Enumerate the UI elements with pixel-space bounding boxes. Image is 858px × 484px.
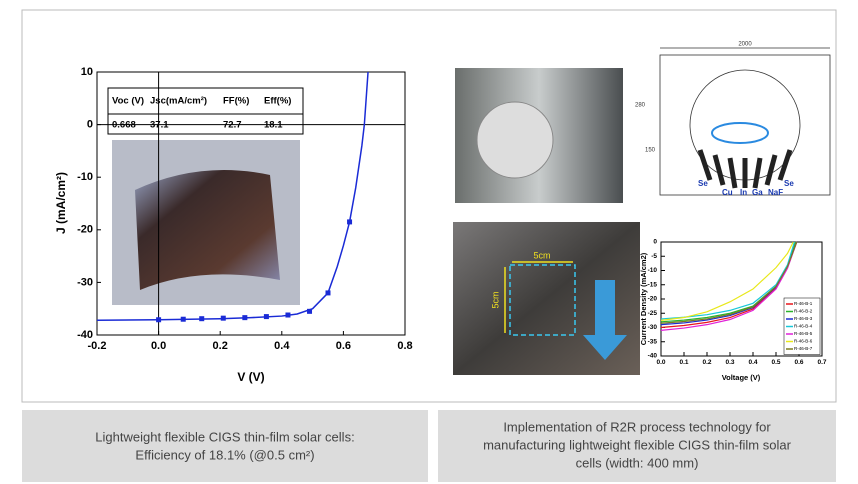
photo-machine-door: [477, 102, 553, 178]
table-cell: 18.1: [264, 120, 283, 131]
photo-cell-sample: [135, 170, 280, 290]
caption: Efficiency of 18.1% (@0.5 cm²): [135, 447, 314, 462]
y-axis-label: Current Density (mA/cm2): [639, 252, 648, 345]
x-tick-label: 0.4: [274, 340, 290, 352]
y-tick-label: 0: [653, 239, 657, 246]
x-tick-label: 0.2: [213, 340, 228, 352]
table-header: Eff(%): [264, 96, 291, 107]
y-tick-label: -15: [648, 281, 658, 288]
sheet-label: 5cm: [533, 250, 550, 260]
page: Lightweight flexible CIGS thin-film sola…: [0, 0, 858, 484]
data-point: [326, 290, 331, 295]
legend-label: R-46-B-7: [794, 346, 813, 351]
caption: cells (width: 400 mm): [576, 455, 699, 470]
y-tick-label: -25: [648, 310, 658, 317]
y-tick-label: 10: [81, 66, 93, 78]
y-tick-label: -20: [77, 224, 93, 236]
diagram-label: Cu: [722, 188, 733, 197]
data-point: [242, 315, 247, 320]
diagram-label: Se: [784, 179, 794, 188]
x-tick-label: 0.1: [679, 359, 688, 366]
table-header: Jsc(mA/cm²): [150, 96, 207, 107]
y-tick-label: 0: [87, 119, 93, 131]
x-tick-label: -0.2: [88, 340, 107, 352]
x-axis-label: V (V): [237, 370, 264, 384]
y-tick-label: -10: [648, 267, 658, 274]
table-header: Voc (V): [112, 96, 144, 107]
x-tick-label: 0.8: [397, 340, 412, 352]
caption: Lightweight flexible CIGS thin-film sola…: [95, 429, 354, 444]
legend-label: R-46-B-3: [794, 316, 813, 321]
x-tick-label: 0.4: [748, 359, 757, 366]
table-header: FF(%): [223, 96, 249, 107]
legend-label: R-46-B-2: [794, 309, 813, 314]
data-point: [221, 316, 226, 321]
caption-box: [22, 410, 428, 482]
x-tick-label: 0.5: [771, 359, 780, 366]
data-point: [199, 316, 204, 321]
y-tick-label: -10: [77, 171, 93, 183]
diagram-label: Se: [698, 179, 708, 188]
data-point: [347, 219, 352, 224]
legend-label: R-46-B-1: [794, 301, 813, 306]
y-tick-label: -30: [648, 324, 658, 331]
table-cell: 0.668: [112, 120, 136, 131]
x-tick-label: 0.2: [702, 359, 711, 366]
data-point: [156, 317, 161, 322]
y-tick-label: -30: [77, 276, 93, 288]
y-tick-label: -40: [77, 329, 93, 341]
data-point: [264, 314, 269, 319]
x-tick-label: 0.7: [817, 359, 826, 366]
y-tick-label: -35: [648, 338, 658, 345]
table-cell: 72.7: [223, 120, 242, 131]
x-tick-label: 0.0: [151, 340, 166, 352]
diagram-label: In: [740, 188, 747, 197]
sheet-label: 5cm: [490, 291, 500, 308]
legend-label: R-46-B-5: [794, 331, 813, 336]
y-tick-label: -40: [648, 353, 658, 360]
diagram-label: NaF: [768, 188, 783, 197]
diagram-label: 280: [635, 103, 646, 109]
caption: manufacturing lightweight flexible CIGS …: [483, 437, 791, 452]
y-axis-label: J (mA/cm²): [54, 172, 68, 234]
table-cell: 37.1: [150, 120, 169, 131]
x-axis-label: Voltage (V): [722, 373, 761, 382]
x-tick-label: 0.6: [336, 340, 351, 352]
diagram-label: 150: [645, 148, 656, 154]
data-point: [181, 317, 186, 322]
diagram-label: Ga: [752, 188, 763, 197]
caption: Implementation of R2R process technology…: [503, 419, 771, 434]
data-point: [285, 313, 290, 318]
x-tick-label: 0.0: [656, 359, 665, 366]
x-tick-label: 0.3: [725, 359, 734, 366]
legend-label: R-46-B-6: [794, 339, 813, 344]
legend-label: R-46-B-4: [794, 324, 813, 329]
data-point: [307, 309, 312, 314]
y-tick-label: -20: [648, 296, 658, 303]
diagram-label: 2000: [738, 42, 752, 48]
x-tick-label: 0.6: [794, 359, 803, 366]
y-tick-label: -5: [651, 253, 657, 260]
